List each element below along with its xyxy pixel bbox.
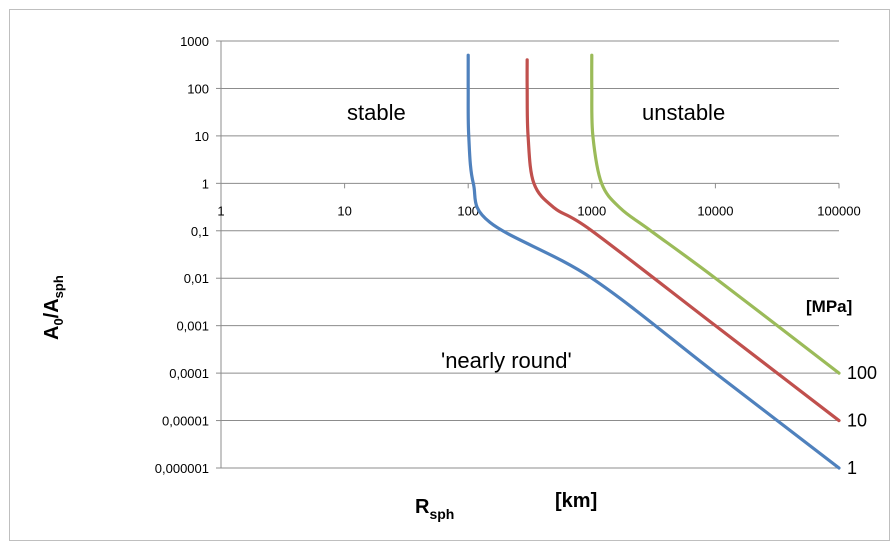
y-axis-title-a-sub: 0 bbox=[51, 318, 66, 325]
chart-frame: 1000 100 10 1 0,1 0,01 0,001 0,0001 0,00001 0,000… bbox=[9, 9, 890, 541]
series-end-label-100: 100 bbox=[847, 363, 877, 383]
y-tick-label: 0,00001 bbox=[162, 414, 209, 429]
x-axis-title-sub: sph bbox=[429, 506, 454, 522]
y-tick-label: 0,001 bbox=[176, 319, 209, 334]
axis-layer bbox=[216, 40, 840, 469]
chart-plot: 10001001010,10,010,0010,00010,000010,000… bbox=[41, 34, 877, 522]
x-tick-label: 1000 bbox=[577, 203, 606, 218]
series-line-10 bbox=[525, 58, 841, 423]
x-axis-unit: [km] bbox=[555, 490, 597, 512]
annotation-nearly-round: 'nearly round' bbox=[441, 348, 572, 373]
y-tick-label: 0,01 bbox=[184, 271, 209, 286]
y-tick-label: 10 bbox=[195, 129, 209, 144]
x-tick-label: 100 bbox=[457, 203, 479, 218]
y-tick-label: 0,0001 bbox=[169, 366, 209, 381]
x-tick-label: 10 bbox=[337, 203, 351, 218]
y-tick-label: 1000 bbox=[180, 34, 209, 49]
y-tick-label: 1 bbox=[202, 176, 209, 191]
series-layer bbox=[466, 53, 841, 470]
y-axis-title-slash: /A bbox=[41, 298, 63, 318]
x-tick-label: 1 bbox=[217, 203, 224, 218]
annotation-stable: stable bbox=[347, 100, 406, 125]
series-unit-label: [MPa] bbox=[806, 297, 852, 316]
y-tick-label: 0,1 bbox=[191, 224, 209, 239]
series-end-label-10: 10 bbox=[847, 411, 867, 431]
x-tick-label: 10000 bbox=[697, 203, 733, 218]
x-axis-title-main: R bbox=[415, 496, 430, 518]
series-end-label-1: 1 bbox=[847, 458, 857, 478]
grid-layer bbox=[221, 40, 839, 469]
y-tick-labels: 1000 100 10 1 0,1 0,01 0,001 0,0001 0,00001 0,000… bbox=[155, 34, 209, 476]
x-tick-labels: 1 10 100 1000 10000 100000 bbox=[217, 203, 860, 218]
y-axis-title-a: A bbox=[41, 326, 63, 340]
y-axis-title: A0/Asph bbox=[41, 275, 66, 340]
y-tick-label: 100 bbox=[187, 81, 209, 96]
annotation-unstable: unstable bbox=[642, 100, 725, 125]
y-axis-title-b-sub: sph bbox=[51, 275, 66, 298]
x-tick-label: 100000 bbox=[817, 203, 860, 218]
y-tick-label: 0,000001 bbox=[155, 461, 209, 476]
series-line-1 bbox=[466, 53, 841, 470]
series-line-100 bbox=[590, 53, 841, 375]
x-axis-title: Rsph bbox=[415, 496, 454, 522]
